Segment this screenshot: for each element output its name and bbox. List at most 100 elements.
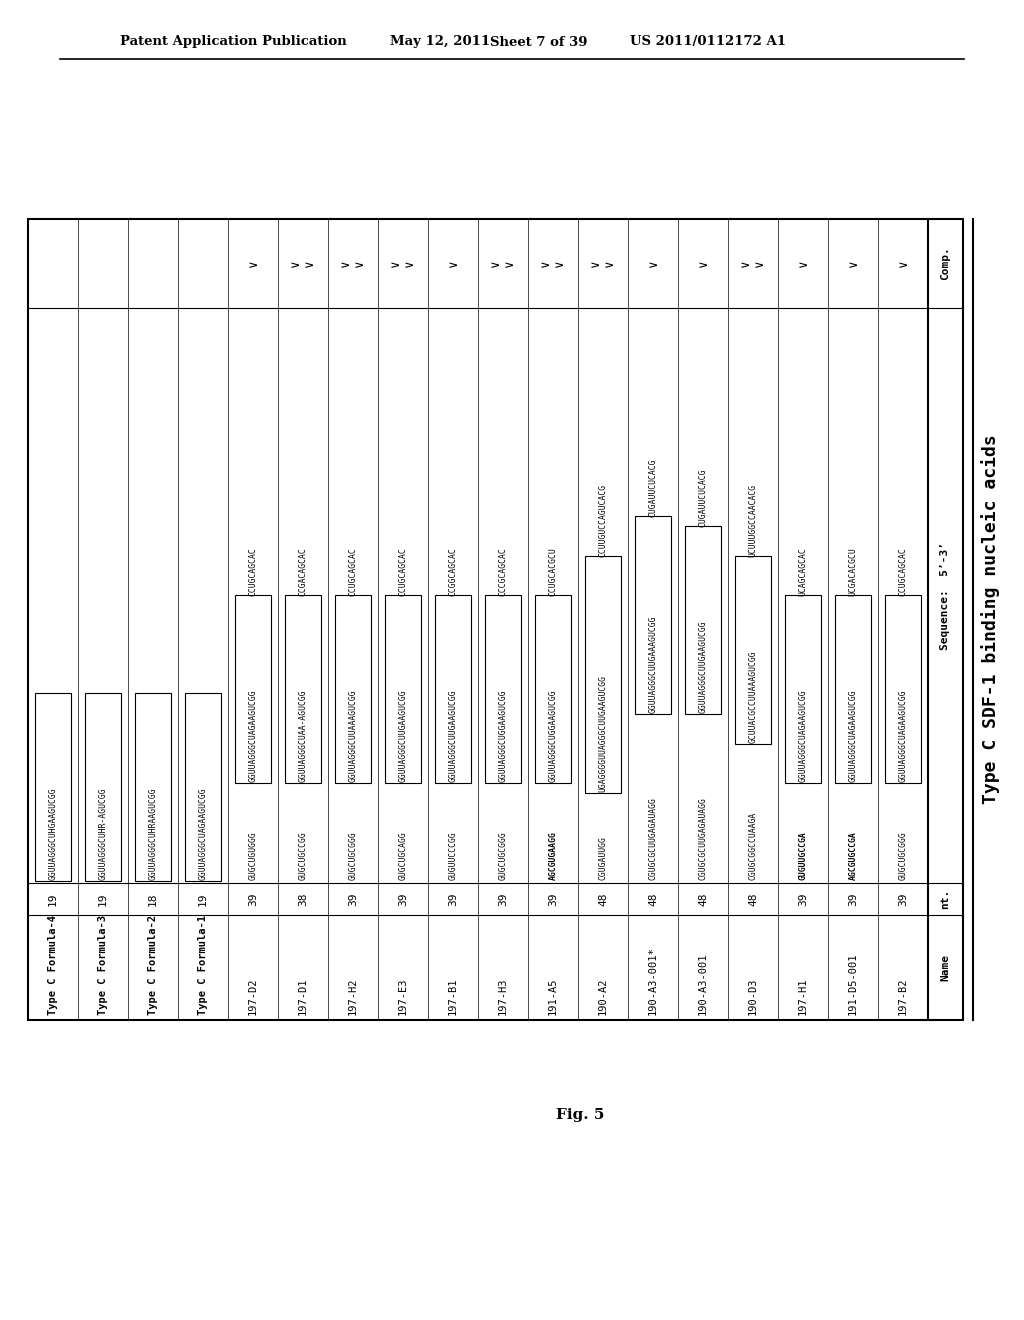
Text: Type C SDF-1 binding nucleic acids: Type C SDF-1 binding nucleic acids <box>982 434 1000 804</box>
Text: CUGAUUCUCACG: CUGAUUCUCACG <box>648 459 657 517</box>
Text: GGUUAGGGCUAGAAGUCGG: GGUUAGGGCUAGAAGUCGG <box>199 787 208 880</box>
Text: Fig. 5: Fig. 5 <box>556 1107 604 1122</box>
Text: GUGCUGCGGG: GUGCUGCGGG <box>898 832 907 880</box>
Text: GCUUACGCCUUAAAGUCGG: GCUUACGCCUUAAAGUCGG <box>749 651 758 743</box>
Text: CCUUGUCCAGUCACG: CCUUGUCCAGUCACG <box>598 483 607 557</box>
Polygon shape <box>28 219 963 1020</box>
Text: ∨: ∨ <box>696 260 710 267</box>
Text: 39: 39 <box>248 892 258 906</box>
Text: CCCGCAGCAC: CCCGCAGCAC <box>499 546 508 595</box>
Text: GUGCUGCGGG: GUGCUGCGGG <box>348 832 357 880</box>
Text: ∨: ∨ <box>797 260 810 267</box>
Text: GUGCUGCGGG: GUGCUGCGGG <box>499 832 508 880</box>
Text: 197-B2: 197-B2 <box>898 978 908 1015</box>
Text: ∨: ∨ <box>353 260 367 267</box>
Text: ∨: ∨ <box>290 260 302 267</box>
Text: 190-A3-001*: 190-A3-001* <box>648 946 658 1015</box>
Text: 39: 39 <box>449 892 458 906</box>
Text: Type C Formula-4: Type C Formula-4 <box>48 915 58 1015</box>
Text: 48: 48 <box>648 892 658 906</box>
Text: 197-E3: 197-E3 <box>398 978 408 1015</box>
Text: ∨: ∨ <box>540 260 553 267</box>
Text: UCAGCAGCAC: UCAGCAGCAC <box>799 546 808 595</box>
Text: ∨: ∨ <box>340 260 352 267</box>
Text: nt.: nt. <box>940 888 950 909</box>
Text: ∨: ∨ <box>554 260 566 267</box>
Text: Name: Name <box>940 954 950 981</box>
Text: CGUGAUUGG: CGUGAUUGG <box>598 836 607 880</box>
Text: CGUGCGGCCUAAGA: CGUGCGGCCUAAGA <box>749 812 758 880</box>
Text: GGUUAGGGCUAGAAGUCGG: GGUUAGGGCUAGAAGUCGG <box>898 689 907 781</box>
Text: GGUUAGGGCUGGAAGUCGG: GGUUAGGGCUGGAAGUCGG <box>549 689 557 781</box>
Text: Sheet 7 of 39: Sheet 7 of 39 <box>490 36 588 49</box>
Text: US 2011/0112172 A1: US 2011/0112172 A1 <box>630 36 786 49</box>
Text: 19: 19 <box>48 892 58 906</box>
Polygon shape <box>85 693 121 880</box>
Text: ∨: ∨ <box>896 260 909 267</box>
Text: GGUUAGGGCUAGAAGUCGG: GGUUAGGGCUAGAAGUCGG <box>249 689 257 781</box>
Text: Comp.: Comp. <box>940 247 950 280</box>
Text: GGUUAGGGCUUGAAAGUCGG: GGUUAGGGCUUGAAAGUCGG <box>648 616 657 713</box>
Text: 19: 19 <box>98 892 108 906</box>
Text: CGUGCGCUUGAGAUAGG: CGUGCGCUUGAGAUAGG <box>698 797 708 880</box>
Text: GUGUUCCCGG: GUGUUCCCGG <box>449 832 458 880</box>
Text: GGUUAGGGCUAGAAGUCGG: GGUUAGGGCUAGAAGUCGG <box>799 689 808 781</box>
Text: 197-B1: 197-B1 <box>449 978 458 1015</box>
Text: 197-H3: 197-H3 <box>498 978 508 1015</box>
Polygon shape <box>385 595 421 783</box>
Text: 38: 38 <box>298 892 308 906</box>
Polygon shape <box>435 595 471 783</box>
Text: ∨: ∨ <box>504 260 516 267</box>
Text: GGUUAGGGCUHGAAGUCGG: GGUUAGGGCUHGAAGUCGG <box>48 787 57 880</box>
Polygon shape <box>685 527 721 714</box>
Text: CCUGCAGCAC: CCUGCAGCAC <box>348 546 357 595</box>
Text: ∨: ∨ <box>389 260 402 267</box>
Text: 191-D5-001: 191-D5-001 <box>848 953 858 1015</box>
Text: GGUUAGGGCUAA-AGUCGG: GGUUAGGGCUAA-AGUCGG <box>299 689 307 781</box>
Text: 39: 39 <box>398 892 408 906</box>
Text: 39: 39 <box>898 892 908 906</box>
Text: 18: 18 <box>148 892 158 906</box>
Text: GGUUAGGGCUUGAAGUCGG: GGUUAGGGCUUGAAGUCGG <box>698 620 708 713</box>
Text: ∨: ∨ <box>754 260 767 267</box>
Text: CUGAUUCUCACG: CUGAUUCUCACG <box>698 469 708 527</box>
Text: 190-D3: 190-D3 <box>748 978 758 1015</box>
Polygon shape <box>35 693 71 880</box>
Text: AGCGUGCCGA: AGCGUGCCGA <box>849 832 857 880</box>
Text: 197-H1: 197-H1 <box>798 978 808 1015</box>
Polygon shape <box>135 693 171 880</box>
Text: 48: 48 <box>698 892 708 906</box>
Text: Type C Formula-1: Type C Formula-1 <box>198 915 208 1015</box>
Text: ∨: ∨ <box>303 260 316 267</box>
Text: GGUUAGGGCUHRAAGUCGG: GGUUAGGGCUHRAAGUCGG <box>148 787 158 880</box>
Text: 191-A5: 191-A5 <box>548 978 558 1015</box>
Polygon shape <box>335 595 371 783</box>
Text: 39: 39 <box>848 892 858 906</box>
Text: GUGCUGCAGG: GUGCUGCAGG <box>398 832 408 880</box>
Text: CCGGCAGCAC: CCGGCAGCAC <box>449 546 458 595</box>
Polygon shape <box>885 595 921 783</box>
Text: GGUUAGGGCUHR-AGUCGG: GGUUAGGGCUHR-AGUCGG <box>98 787 108 880</box>
Text: 19: 19 <box>198 892 208 906</box>
Polygon shape <box>234 595 271 783</box>
Text: GUGUUGCCGA: GUGUUGCCGA <box>799 832 808 880</box>
Text: ∨: ∨ <box>739 260 753 267</box>
Text: 197-D1: 197-D1 <box>298 978 308 1015</box>
Text: Patent Application Publication: Patent Application Publication <box>120 36 347 49</box>
Text: 39: 39 <box>548 892 558 906</box>
Polygon shape <box>185 693 221 880</box>
Text: 39: 39 <box>348 892 358 906</box>
Text: 39: 39 <box>798 892 808 906</box>
Polygon shape <box>835 595 871 783</box>
Text: 48: 48 <box>748 892 758 906</box>
Text: GGUUAGGGCUGGAAGUCGG: GGUUAGGGCUGGAAGUCGG <box>499 689 508 781</box>
Text: GUGCUGUGGG: GUGCUGUGGG <box>249 832 257 880</box>
Text: May 12, 2011: May 12, 2011 <box>390 36 490 49</box>
Text: ∨: ∨ <box>446 260 460 267</box>
Text: ∨: ∨ <box>247 260 259 267</box>
Text: CCUGCAGCAC: CCUGCAGCAC <box>898 546 907 595</box>
Text: AGCGUGAAGG: AGCGUGAAGG <box>549 832 557 880</box>
Text: ∨: ∨ <box>489 260 503 267</box>
Text: 197-H2: 197-H2 <box>348 978 358 1015</box>
Text: UCUUUGGCCAACACG: UCUUUGGCCAACACG <box>749 483 758 557</box>
